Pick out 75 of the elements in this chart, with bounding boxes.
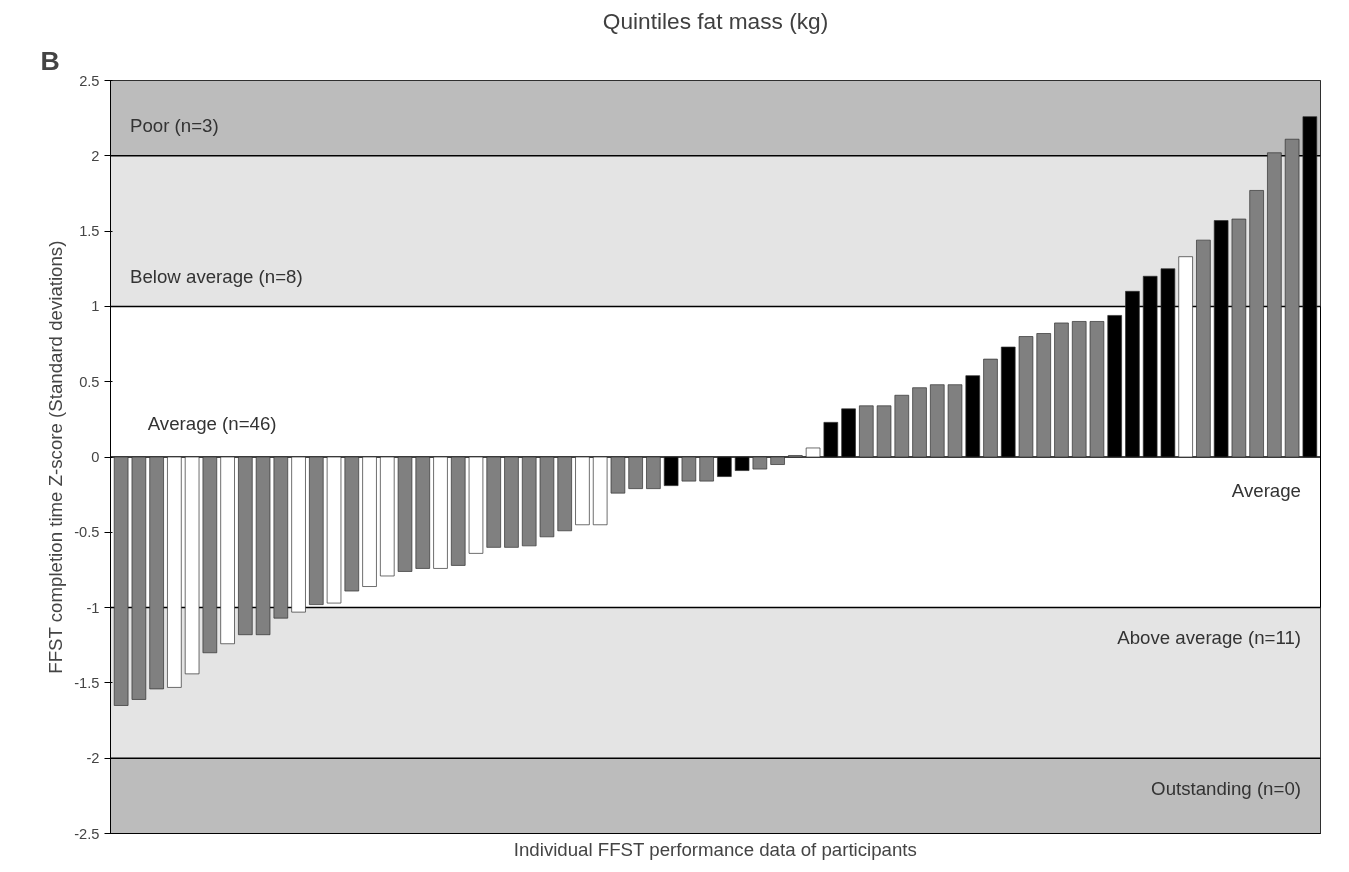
- bar: [149, 456, 164, 690]
- bar: [1284, 138, 1300, 458]
- bar: [433, 456, 448, 569]
- bar: [1178, 256, 1193, 458]
- bar: [805, 447, 821, 458]
- bar: [521, 456, 537, 547]
- bar: [1267, 152, 1282, 458]
- bar: [646, 456, 661, 489]
- bar: [273, 456, 289, 619]
- bar: [291, 456, 306, 613]
- bar: [876, 405, 892, 458]
- bar: [912, 387, 927, 458]
- bar: [326, 456, 342, 604]
- y-axis-title: FFST completion time Z-score (Standard deviations): [45, 240, 67, 674]
- bar: [1196, 239, 1211, 458]
- bar: [131, 456, 147, 700]
- y-tick-label: 2: [91, 147, 100, 164]
- y-tick-label: -1: [86, 599, 100, 616]
- y-tick-label: -1.5: [74, 674, 100, 691]
- y-tick-label: -2: [86, 750, 100, 767]
- bar: [1231, 218, 1247, 458]
- bar: [184, 456, 200, 675]
- annotation: Average: [1231, 479, 1301, 501]
- bar: [1089, 321, 1105, 458]
- y-tick-label: 1.5: [79, 223, 100, 240]
- bar: [380, 456, 395, 577]
- bar: [238, 456, 253, 636]
- band-label: Above average (n=11): [1117, 627, 1301, 649]
- y-tick-label: 2.5: [79, 72, 100, 89]
- bar: [344, 456, 360, 592]
- bar: [575, 456, 590, 526]
- bar: [752, 456, 768, 470]
- bar: [859, 405, 874, 458]
- bar: [450, 456, 466, 566]
- bar: [202, 456, 218, 654]
- bar: [610, 456, 626, 494]
- bar: [557, 456, 572, 532]
- bar: [947, 384, 963, 458]
- x-axis-title: Individual FFST performance data of participants: [513, 838, 917, 860]
- bar: [770, 456, 785, 465]
- bar: [309, 456, 324, 605]
- bar: [983, 358, 998, 458]
- bar: [1249, 190, 1264, 458]
- bar: [1071, 321, 1087, 458]
- bar: [699, 456, 714, 482]
- band-label: Below average (n=8): [130, 265, 303, 287]
- bar: [167, 456, 182, 688]
- bar: [930, 384, 945, 458]
- band-label: Outstanding (n=0): [1151, 777, 1301, 799]
- bar: [397, 456, 413, 572]
- bar: [362, 456, 377, 587]
- bar: [1018, 336, 1034, 458]
- y-tick-label: -2.5: [74, 825, 100, 842]
- y-tick-label: 1: [91, 298, 100, 315]
- bar: [1036, 333, 1051, 458]
- bar: [628, 456, 643, 489]
- bar: [504, 456, 519, 548]
- bar: [592, 456, 608, 526]
- chart-title: Quintiles fat mass (kg): [602, 7, 829, 34]
- annotation: Average (n=46): [147, 413, 277, 435]
- bar: [113, 456, 129, 706]
- y-tick-label: 0.5: [79, 373, 100, 390]
- text: B: [40, 45, 60, 76]
- bar: [539, 456, 555, 538]
- bar: [894, 394, 910, 458]
- bar: [681, 456, 697, 482]
- bar: [1054, 322, 1069, 458]
- bar: [468, 456, 484, 554]
- band-label: Poor (n=3): [130, 115, 219, 137]
- y-tick-label: -0.5: [74, 524, 100, 541]
- bar: [220, 456, 235, 645]
- y-tick-label: 0: [91, 449, 100, 465]
- bar: [415, 456, 431, 569]
- bar: [486, 456, 501, 548]
- bar: [255, 456, 271, 636]
